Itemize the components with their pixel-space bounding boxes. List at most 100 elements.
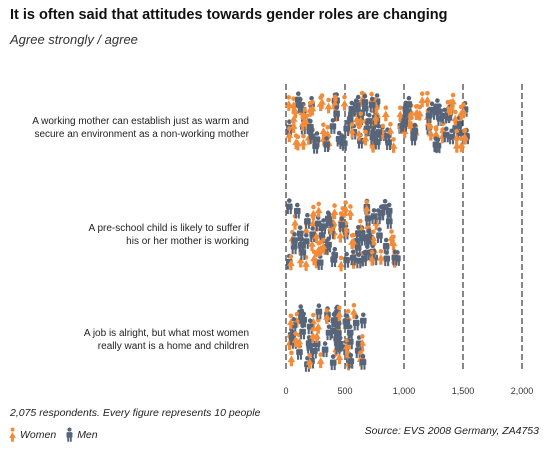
woman-figure-r1-14	[337, 255, 345, 272]
woman-figure-r0-116	[423, 91, 432, 107]
man-figure-r1-79	[360, 229, 367, 246]
man-figure-r2-25	[298, 308, 305, 325]
man-figure-r0-153	[362, 100, 369, 116]
woman-figure-r0-142	[457, 136, 466, 153]
man-figure-r0-133	[441, 107, 448, 124]
woman-figure-r1-36	[330, 203, 339, 220]
man-figure-r1-63	[330, 251, 337, 267]
woman-figure-r0-70	[319, 122, 328, 139]
woman-figure-r1-61	[287, 254, 295, 271]
woman-figure-r2-48	[309, 327, 317, 343]
x-tick-label-3: 1,500	[452, 386, 475, 396]
category-label-1-line-2: his or her mother is working	[126, 236, 249, 247]
woman-figure-r0-109	[449, 92, 457, 109]
woman-figure-r1-92	[319, 237, 328, 254]
woman-figure-r0-135	[382, 105, 390, 122]
woman-figure-r0-105	[331, 94, 339, 111]
man-figure-r1-53	[294, 202, 301, 219]
category-label-2: A job is alright, but what most women re…	[84, 327, 249, 353]
woman-figure-r2-33	[350, 303, 358, 319]
man-figure-r1-91	[381, 198, 389, 215]
woman-figure-r2-67	[335, 305, 343, 322]
woman-figure-r0-95	[461, 128, 469, 144]
man-figure-r1-85	[303, 233, 310, 249]
woman-figure-r1-76	[362, 199, 371, 216]
man-figure-r0-147	[297, 97, 304, 113]
legend-women-label: Women	[20, 428, 57, 441]
woman-figure-r2-60	[313, 327, 321, 343]
legend-men-label: Men	[77, 428, 98, 441]
woman-figure-r0-140	[361, 129, 370, 146]
man-figure-r0-11	[329, 118, 337, 134]
man-figure-r0-129	[366, 112, 373, 129]
x-tick-label-4: 2,000	[511, 386, 534, 396]
woman-figure-r0-131	[289, 117, 298, 133]
category-label-1-line-1: A pre-school child is likely to suffer i…	[88, 223, 249, 234]
man-figure-r1-42	[355, 252, 363, 269]
x-tick-label-2: 1,000	[393, 386, 416, 396]
woman-figure-r0-144	[412, 104, 421, 120]
woman-figure-r1-50	[369, 229, 378, 246]
woman-figure-r0-92	[356, 111, 365, 128]
category-label-1: A pre-school child is likely to suffer i…	[89, 222, 249, 248]
man-figure-r0-125	[425, 107, 433, 123]
x-tick-label-1: 500	[337, 386, 352, 396]
category-label-2-line-1: A job is alright, but what most women	[83, 328, 249, 339]
figure-layer	[285, 90, 470, 372]
man-figure-r0-91	[312, 137, 319, 154]
woman-figure-r1-67	[368, 249, 376, 266]
man-figure-r1-8	[376, 227, 383, 243]
woman-figure-r0-19	[289, 96, 298, 113]
woman-figure-r0-126	[457, 104, 465, 121]
man-figure-r1-51	[391, 249, 399, 266]
category-label-0: A working mother can establish just as w…	[32, 115, 249, 141]
man-figure-r1-82	[338, 216, 345, 233]
woman-figure-r0-154	[355, 124, 363, 141]
woman-figure-r0-53	[324, 97, 333, 114]
woman-figure-r1-90	[314, 201, 323, 218]
man-figure-r2-57	[347, 352, 355, 369]
category-label-2-line-2: really want is a home and children	[97, 341, 249, 352]
woman-figure-r2-62	[287, 313, 295, 330]
legend: Women Men	[8, 427, 107, 442]
category-label-0-line-1: A working mother can establish just as w…	[32, 116, 249, 127]
man-figure-r0-117	[333, 105, 340, 121]
man-figure-r1-68	[286, 198, 293, 215]
man-figure-r2-63	[360, 312, 367, 329]
man-figure-r0-141	[385, 134, 392, 150]
man-figure-r1-84	[349, 249, 357, 266]
woman-figure-r1-86	[387, 229, 396, 246]
woman-figure-r2-61	[323, 308, 331, 324]
woman-figure-r0-80	[285, 95, 293, 111]
woman-figure-r2-17	[316, 352, 325, 369]
man-figure-r0-130	[401, 115, 408, 132]
man-figure-r1-80	[304, 212, 311, 229]
man-figure-r1-44	[320, 218, 327, 234]
woman-figure-r2-0	[314, 317, 323, 334]
woman-figure-r2-24	[293, 311, 301, 328]
man-figure-r1-93	[291, 232, 298, 248]
woman-figure-r0-149	[285, 126, 294, 143]
man-figure-r2-52	[299, 323, 306, 340]
woman-figure-r0-123	[318, 93, 326, 109]
woman-figure-r1-81	[349, 232, 358, 249]
woman-figure-r0-16	[378, 123, 387, 140]
woman-figure-r0-127	[300, 107, 309, 124]
man-figure-r2-26	[325, 324, 333, 341]
man-figure-r0-155	[370, 125, 377, 142]
source-note: Source: EVS 2008 Germany, ZA4753	[364, 425, 539, 437]
woman-figure-r0-103	[386, 121, 395, 138]
man-figure-r2-18	[306, 318, 314, 335]
man-figure-r0-151	[323, 136, 330, 152]
woman-figure-r1-88	[341, 200, 350, 216]
woman-figure-r0-74	[407, 115, 416, 132]
chart-subtitle: Agree strongly / agree	[10, 32, 138, 47]
tick-layer: 0 500 1,000 1,500 2,000	[283, 386, 533, 396]
man-figure-r1-94	[370, 208, 378, 224]
woman-figure-r0-87	[348, 122, 356, 138]
man-figure-r0-138	[432, 136, 440, 153]
woman-figure-r2-34	[287, 350, 296, 367]
man-figure-r2-50	[329, 354, 337, 371]
woman-figure-r2-9	[309, 312, 318, 329]
